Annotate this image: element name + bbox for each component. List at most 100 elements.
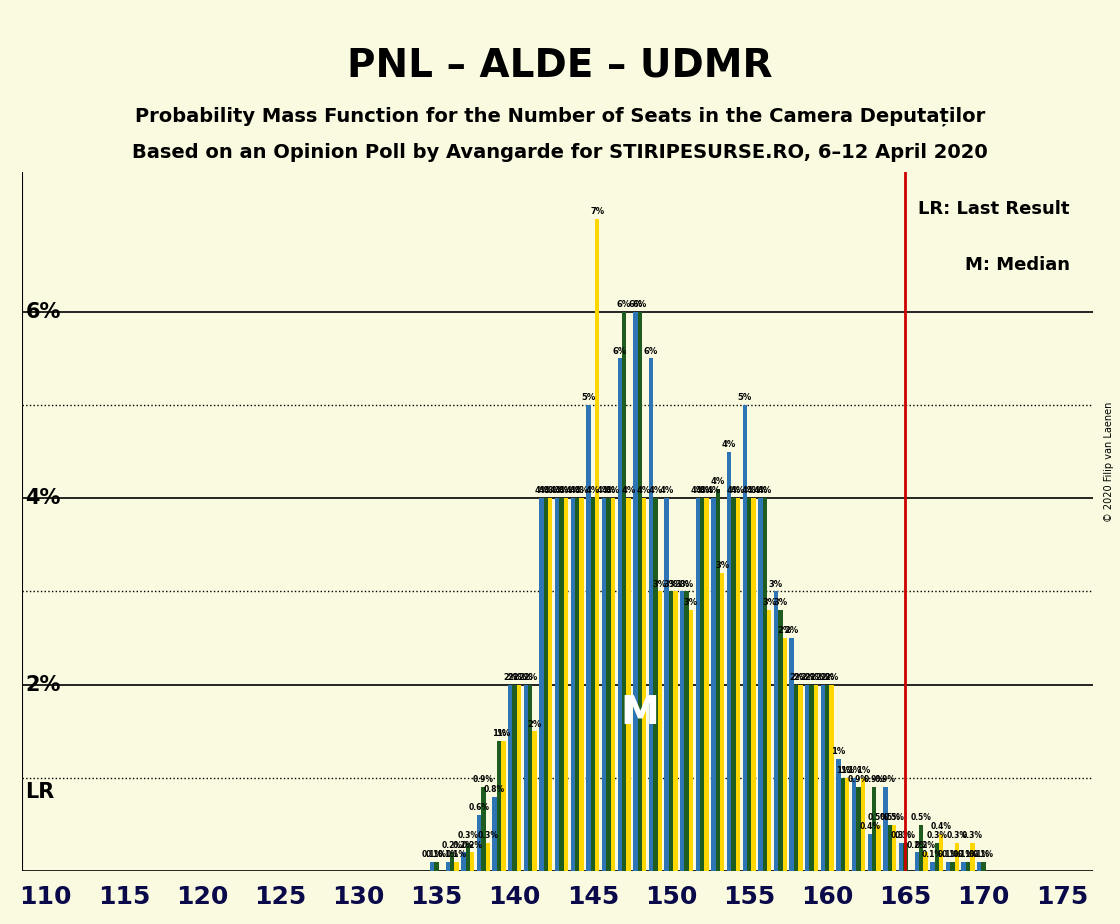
- Text: 2%: 2%: [784, 626, 799, 636]
- Bar: [934, 843, 939, 871]
- Bar: [637, 312, 642, 871]
- Text: 0.8%: 0.8%: [484, 784, 505, 794]
- Bar: [977, 862, 981, 871]
- Text: 4%: 4%: [559, 487, 573, 495]
- Bar: [450, 853, 455, 871]
- Bar: [673, 591, 678, 871]
- Text: 1%: 1%: [831, 748, 846, 757]
- Text: 2%: 2%: [804, 673, 819, 682]
- Bar: [477, 815, 482, 871]
- Text: 3%: 3%: [653, 579, 666, 589]
- Text: © 2020 Filip van Laenen: © 2020 Filip van Laenen: [1104, 402, 1114, 522]
- Bar: [743, 405, 747, 871]
- Text: 2%: 2%: [824, 673, 839, 682]
- Bar: [435, 862, 439, 871]
- Bar: [923, 853, 927, 871]
- Bar: [794, 685, 799, 871]
- Bar: [736, 498, 740, 871]
- Bar: [876, 824, 880, 871]
- Bar: [461, 853, 466, 871]
- Bar: [501, 741, 505, 871]
- Bar: [684, 591, 689, 871]
- Text: 4%: 4%: [534, 487, 549, 495]
- Text: 0.3%: 0.3%: [477, 832, 498, 840]
- Bar: [696, 498, 700, 871]
- Bar: [513, 685, 516, 871]
- Bar: [642, 498, 646, 871]
- Text: 0.2%: 0.2%: [461, 841, 483, 850]
- Text: 2%: 2%: [820, 673, 834, 682]
- Text: 4%: 4%: [711, 477, 725, 486]
- Text: 2%: 2%: [777, 626, 792, 636]
- Text: LR: LR: [26, 782, 55, 802]
- Bar: [455, 862, 459, 871]
- Text: 5%: 5%: [581, 394, 596, 402]
- Text: 3%: 3%: [769, 579, 783, 589]
- Text: 0.1%: 0.1%: [969, 850, 990, 859]
- Text: 6%: 6%: [617, 300, 632, 310]
- Bar: [950, 862, 954, 871]
- Bar: [590, 498, 595, 871]
- Bar: [821, 685, 825, 871]
- Text: 0.2%: 0.2%: [915, 841, 936, 850]
- Text: 3%: 3%: [684, 599, 698, 607]
- Bar: [805, 685, 810, 871]
- Text: 4%: 4%: [554, 487, 569, 495]
- Text: 0.1%: 0.1%: [437, 850, 458, 859]
- Bar: [884, 787, 888, 871]
- Text: 2%: 2%: [507, 673, 522, 682]
- Text: 0.1%: 0.1%: [446, 850, 467, 859]
- Bar: [711, 498, 716, 871]
- Bar: [727, 452, 731, 871]
- Text: 4%: 4%: [696, 487, 709, 495]
- Bar: [720, 573, 725, 871]
- Bar: [606, 498, 610, 871]
- Bar: [774, 591, 778, 871]
- Bar: [939, 833, 943, 871]
- Bar: [778, 610, 783, 871]
- Bar: [466, 843, 470, 871]
- Text: 4%: 4%: [566, 487, 580, 495]
- Text: 0.2%: 0.2%: [441, 841, 463, 850]
- Bar: [965, 862, 970, 871]
- Bar: [508, 685, 513, 871]
- Bar: [680, 591, 684, 871]
- Text: 0.3%: 0.3%: [895, 832, 916, 840]
- Bar: [486, 843, 489, 871]
- Text: 0.5%: 0.5%: [868, 813, 889, 821]
- Bar: [563, 498, 568, 871]
- Bar: [915, 853, 918, 871]
- Bar: [716, 489, 720, 871]
- Bar: [799, 685, 803, 871]
- Text: 5%: 5%: [738, 394, 752, 402]
- Text: 3%: 3%: [664, 579, 678, 589]
- Bar: [830, 685, 834, 871]
- Bar: [731, 498, 736, 871]
- Bar: [841, 778, 846, 871]
- Text: 0.1%: 0.1%: [937, 850, 959, 859]
- Bar: [579, 498, 584, 871]
- Bar: [767, 610, 772, 871]
- Text: 2%: 2%: [788, 673, 803, 682]
- Text: 0.4%: 0.4%: [859, 822, 880, 831]
- Text: 0.3%: 0.3%: [457, 832, 478, 840]
- Text: 2%: 2%: [815, 673, 830, 682]
- Bar: [548, 498, 552, 871]
- Text: 0.5%: 0.5%: [879, 813, 900, 821]
- Text: 3%: 3%: [669, 579, 682, 589]
- Text: 4%: 4%: [754, 487, 767, 495]
- Bar: [825, 685, 830, 871]
- Text: 0.2%: 0.2%: [906, 841, 927, 850]
- Bar: [868, 833, 872, 871]
- Bar: [704, 498, 709, 871]
- Bar: [669, 591, 673, 871]
- Bar: [954, 843, 959, 871]
- Bar: [861, 778, 865, 871]
- Text: 6%: 6%: [633, 300, 647, 310]
- Text: 1%: 1%: [847, 766, 861, 775]
- Text: Based on an Opinion Poll by Avangarde for STIRIPESURSE.RO, 6–12 April 2020: Based on an Opinion Poll by Avangarde fo…: [132, 143, 988, 163]
- Bar: [524, 685, 529, 871]
- Bar: [446, 862, 450, 871]
- Bar: [653, 498, 657, 871]
- Text: PNL – ALDE – UDMR: PNL – ALDE – UDMR: [347, 46, 773, 84]
